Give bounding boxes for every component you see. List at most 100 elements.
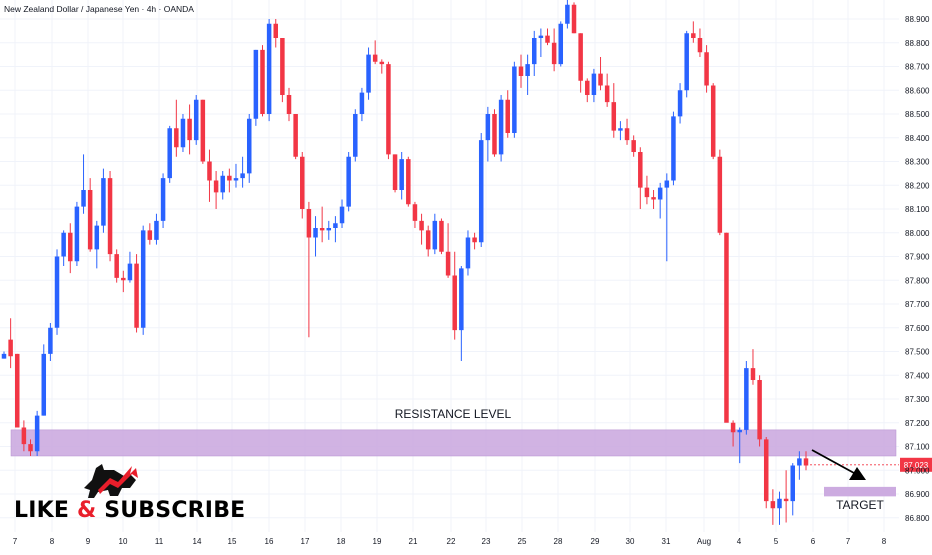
arrow-shaft — [811, 449, 855, 474]
x-tick-label: 30 — [626, 537, 635, 546]
candle-body — [578, 33, 583, 81]
resistance-label: RESISTANCE LEVEL — [395, 407, 512, 421]
candle-body — [187, 118, 192, 141]
candle-body — [478, 140, 484, 243]
candle-body — [512, 66, 517, 133]
candle-body — [704, 52, 709, 86]
watermark-amp: & — [76, 498, 97, 523]
chart-title: New Zealand Dollar / Japanese Yen · 4h ·… — [4, 4, 194, 14]
x-tick-label: 22 — [447, 537, 456, 546]
candle-body — [518, 66, 524, 76]
x-tick-label: 5 — [774, 537, 779, 546]
resistance-zone — [10, 429, 897, 457]
candle-body — [333, 223, 338, 228]
x-tick-label: 10 — [119, 537, 128, 546]
y-tick-label: 87.100 — [905, 443, 930, 452]
last-price-tag — [900, 457, 932, 472]
candle-body — [240, 173, 245, 179]
candle-body — [432, 220, 438, 250]
candle-body — [233, 178, 239, 181]
candle-body — [677, 90, 683, 117]
candle-body — [339, 206, 345, 224]
candle-body — [412, 204, 418, 221]
x-tick-label: 17 — [301, 537, 310, 546]
candle-body — [538, 35, 544, 38]
candle-body — [763, 439, 769, 502]
candle-body — [266, 23, 272, 114]
candle-body — [121, 277, 126, 281]
candle-body — [604, 85, 610, 103]
candle-body — [61, 232, 66, 257]
candle-body — [379, 61, 385, 65]
candle-body — [41, 353, 47, 416]
candle-body — [585, 80, 590, 95]
x-tick-label: 15 — [228, 537, 237, 546]
candle-body — [313, 228, 318, 238]
candle-body — [273, 23, 279, 38]
candle-body — [180, 118, 186, 148]
candle-body — [286, 95, 292, 114]
candle-body — [730, 422, 736, 433]
candle-body — [8, 339, 13, 357]
target-label: TARGET — [836, 498, 884, 512]
candle-body — [710, 85, 716, 157]
candle-body — [551, 42, 557, 65]
candle-body — [21, 427, 27, 445]
x-tick-label: 29 — [591, 537, 600, 546]
y-tick-label: 88.300 — [905, 158, 930, 167]
x-tick-label: 21 — [409, 537, 418, 546]
x-tick-label: 18 — [337, 537, 346, 546]
candle-body — [531, 38, 537, 65]
x-tick-label: 8 — [882, 537, 887, 546]
candle-body — [167, 128, 172, 179]
y-tick-label: 88.400 — [905, 134, 930, 143]
candle-body — [565, 4, 570, 24]
candle-body — [664, 180, 670, 188]
y-tick-label: 86.900 — [905, 490, 930, 499]
candle-body — [803, 458, 809, 466]
candle-body — [101, 178, 106, 226]
candle-body — [644, 187, 650, 198]
candle-body — [107, 178, 113, 255]
candle-body — [737, 429, 742, 433]
candle-body — [790, 465, 795, 502]
candle-body — [134, 263, 139, 328]
candle-body — [770, 501, 776, 509]
candle-body — [200, 99, 206, 162]
x-tick-label: 6 — [811, 537, 816, 546]
candle-body — [465, 237, 471, 269]
candle-body — [624, 128, 630, 141]
candle-body — [253, 49, 259, 119]
y-tick-label: 88.200 — [905, 181, 930, 190]
candle-body — [545, 35, 550, 43]
candle-body — [783, 498, 789, 502]
candle-body — [306, 209, 312, 238]
candle-body — [127, 263, 133, 281]
candle-body — [207, 161, 212, 181]
x-tick-label: 4 — [737, 537, 742, 546]
y-tick-label: 88.500 — [905, 110, 930, 119]
y-tick-label: 88.800 — [905, 39, 930, 48]
candle-body — [684, 33, 689, 91]
y-tick-label: 87.900 — [905, 253, 930, 262]
y-tick-label: 88.900 — [905, 15, 930, 24]
y-tick-label: 88.100 — [905, 205, 930, 214]
watermark-subscribe: SUBSCRIBE — [104, 498, 246, 523]
candle-body — [68, 232, 73, 262]
candle-body — [492, 114, 497, 155]
x-tick-label: 23 — [482, 537, 491, 546]
y-tick-label: 86.800 — [905, 514, 930, 523]
candle-body — [631, 140, 636, 152]
candle-body — [346, 156, 351, 207]
y-tick-label: 87.800 — [905, 276, 930, 285]
x-tick-label: 11 — [155, 537, 164, 546]
candle-body — [459, 268, 464, 331]
candle-body — [638, 152, 643, 188]
candle-body — [174, 128, 179, 148]
candle-body — [452, 275, 457, 331]
candle-body — [498, 99, 504, 155]
candle-body — [386, 64, 391, 155]
candle-body — [717, 156, 723, 233]
candle-body — [220, 175, 225, 193]
candle-body — [114, 254, 119, 278]
